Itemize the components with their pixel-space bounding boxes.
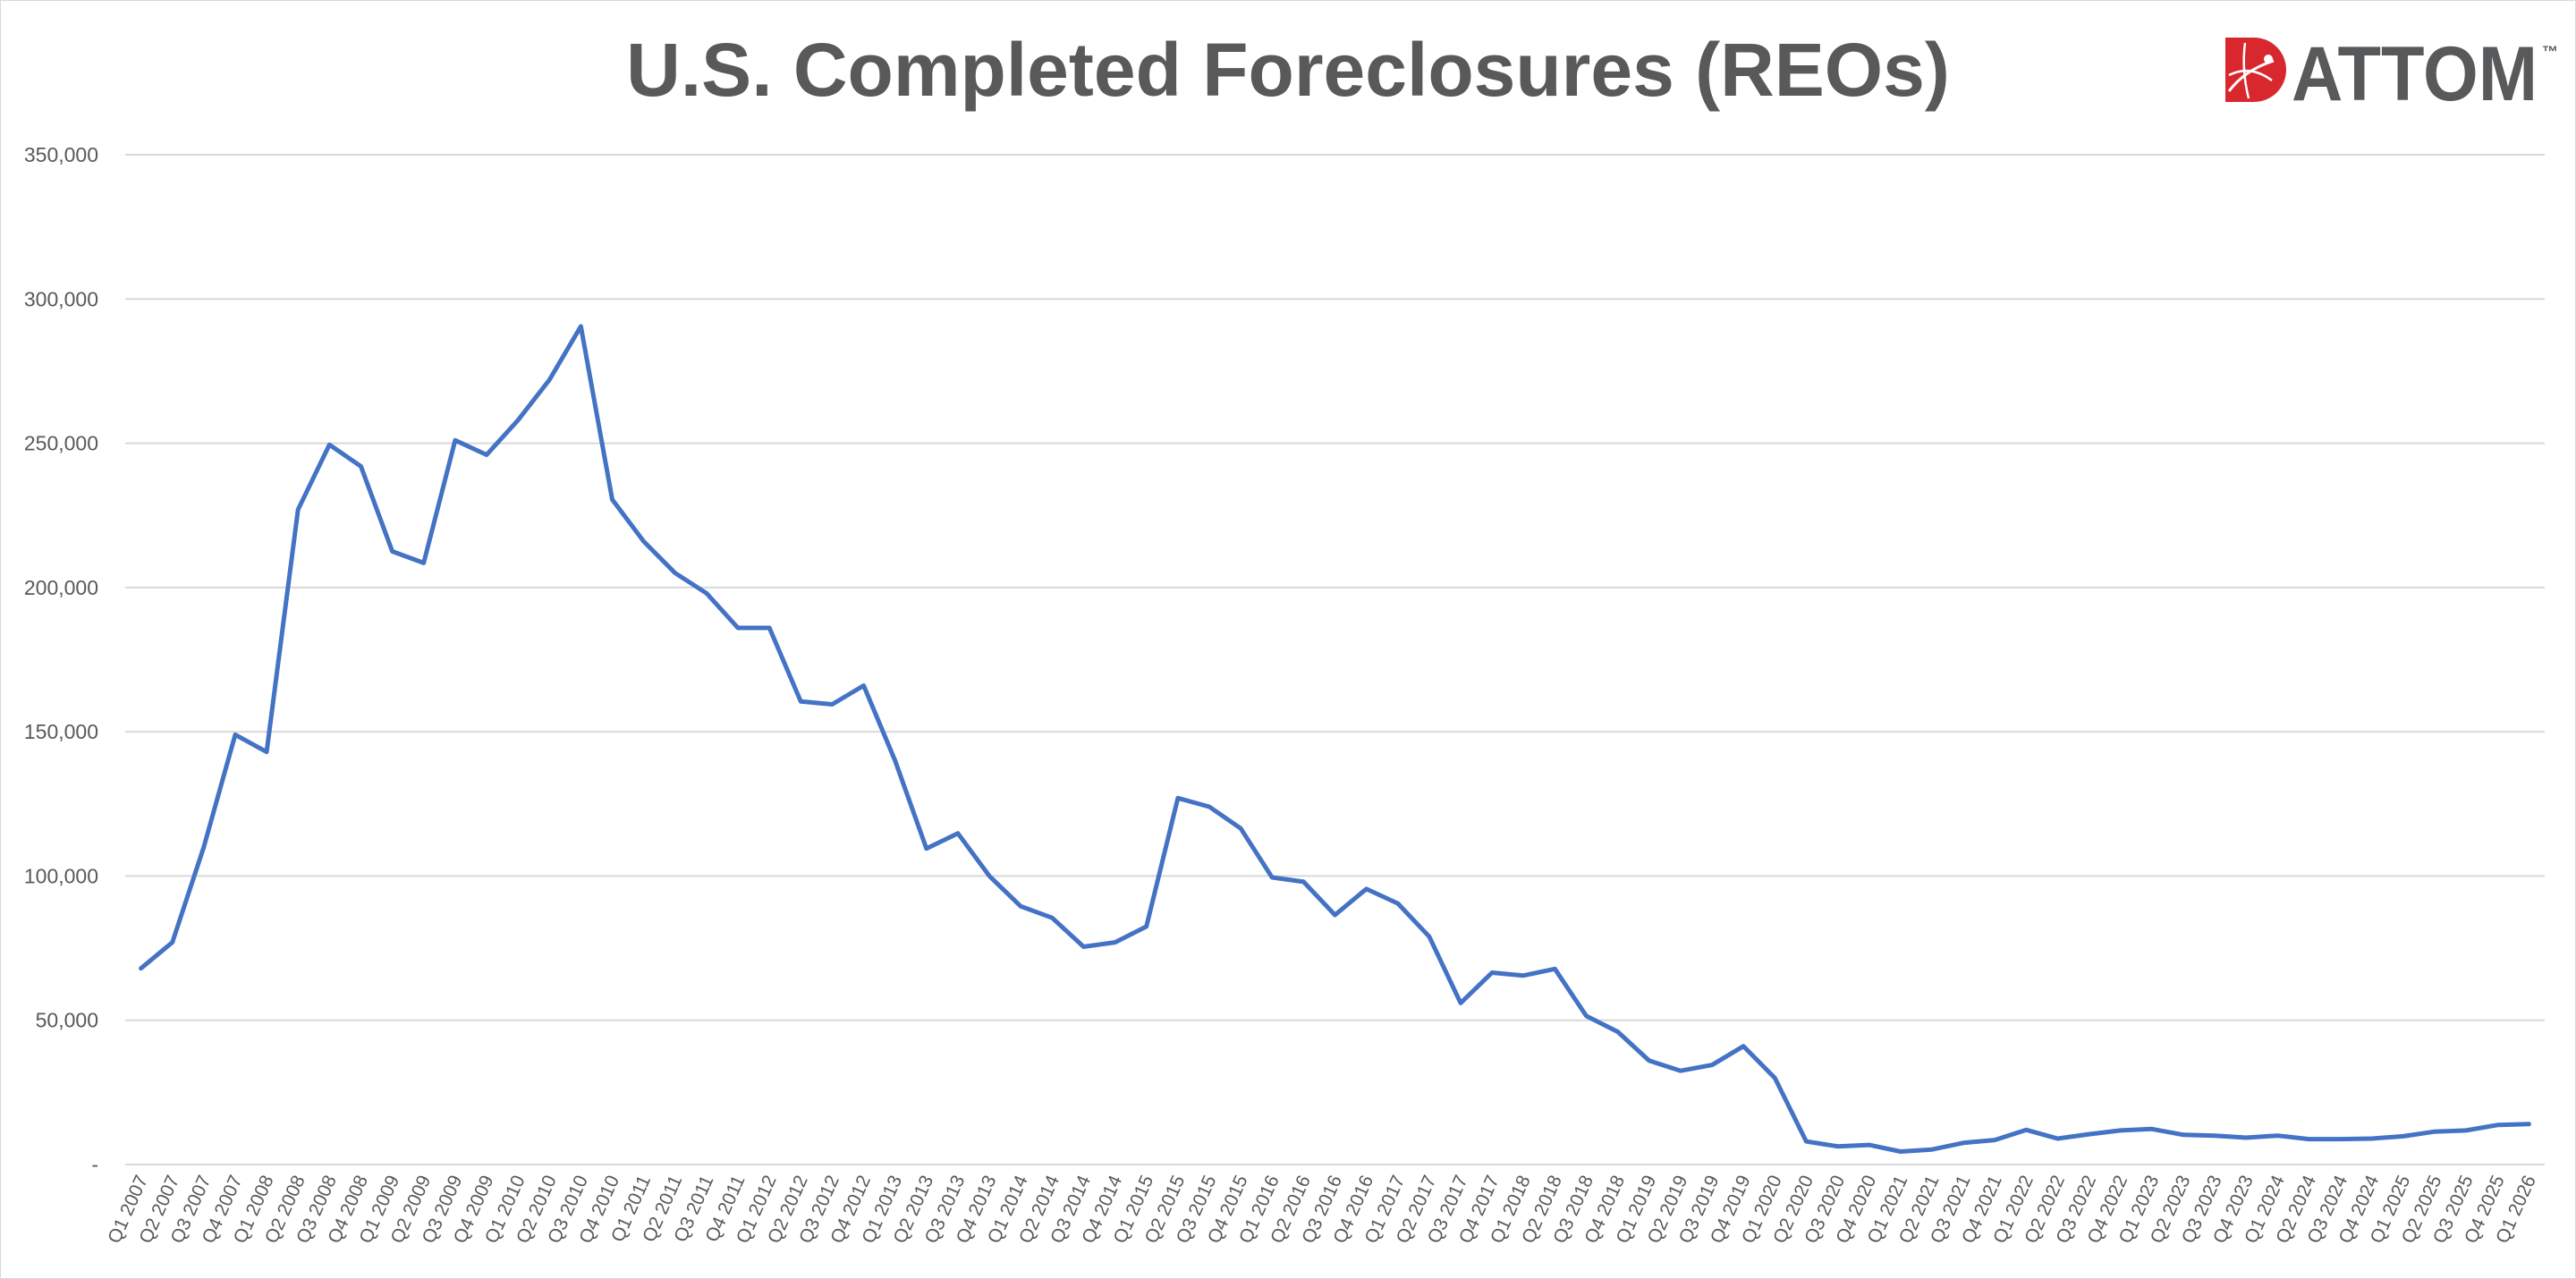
y-axis-ticks: - 50,000 100,000 150,000 200,000 250,000 300,0… [24,143,98,1176]
y-tick-label: 250,000 [24,432,98,455]
data-point [170,940,174,944]
data-point [579,324,583,328]
data-point [1395,902,1400,906]
data-point [1835,1144,1840,1148]
data-point [1239,826,1243,831]
data-point [1050,916,1055,920]
data-point [1427,935,1431,939]
data-point [2182,1132,2186,1137]
data-point [1929,1148,1934,1152]
data-point [1113,940,1117,944]
data-point [1898,1149,1902,1154]
data-point [1301,879,1306,884]
data-point [861,683,866,688]
gridlines [125,154,2545,1165]
svg-text:ATTOM: ATTOM [2292,34,2538,106]
data-point [1081,944,1086,949]
data-point [2527,1122,2531,1126]
data-point [139,966,143,970]
data-point [1710,1063,1715,1067]
data-point [736,626,741,631]
y-tick-label: - [91,1153,98,1176]
data-point [704,591,708,596]
data-point [1867,1143,1871,1148]
data-point [1490,970,1495,975]
data-point [2307,1137,2311,1141]
data-point [516,418,521,422]
chart-title: U.S. Completed Foreclosures (REOs) [626,28,1950,112]
data-point [453,438,457,443]
data-point [484,453,488,457]
data-point [201,845,206,850]
data-point [2464,1128,2469,1132]
data-point [1144,924,1148,928]
data-point [799,699,803,704]
data-point [893,758,897,763]
data-point [1993,1138,1997,1142]
data-point [924,846,928,851]
data-point [2055,1136,2060,1140]
data-point [1521,973,1526,978]
series-layer [139,324,2531,1154]
y-tick-label: 100,000 [24,864,98,887]
data-point [547,377,552,382]
data-point [1270,876,1275,880]
data-point [673,571,677,575]
y-tick-label: 350,000 [24,143,98,166]
data-point [641,539,646,544]
data-point [1647,1058,1651,1063]
data-point [390,549,394,554]
data-point [1962,1140,1966,1145]
data-point [610,497,614,502]
data-point [265,750,269,754]
data-point [2275,1133,2280,1138]
data-point [1333,912,1337,917]
data-point [2024,1128,2029,1132]
data-point [2118,1128,2123,1132]
data-point [359,464,363,469]
data-point [1584,1013,1589,1018]
attom-logo: ATTOM ™ [2225,34,2558,106]
y-tick-label: 50,000 [36,1009,98,1032]
data-point [233,733,237,737]
attom-globe-icon [2225,38,2286,102]
series-line-0 [139,324,2531,1154]
data-point [1678,1069,1682,1073]
svg-text:™: ™ [2542,43,2558,61]
data-point [767,626,772,631]
data-point [2433,1130,2437,1134]
data-point [1553,967,1557,971]
data-point [2244,1136,2249,1140]
data-point [2213,1133,2217,1138]
y-tick-label: 200,000 [24,576,98,599]
data-point [1019,904,1023,909]
data-point [955,831,960,835]
data-point [987,874,992,878]
data-point [1175,796,1180,800]
data-point [2496,1122,2500,1127]
data-point [1615,1029,1620,1034]
data-point [1459,1001,1463,1005]
y-tick-label: 300,000 [24,287,98,310]
data-point [327,443,332,447]
data-point [2369,1136,2374,1140]
data-point [2087,1132,2091,1137]
data-point [1364,886,1368,891]
data-point [1207,805,1211,809]
data-point [421,561,426,565]
data-point [296,507,301,512]
data-point [1804,1139,1809,1144]
data-point [2149,1127,2154,1131]
data-point [830,702,835,707]
data-point [1741,1044,1746,1048]
data-point [1773,1076,1777,1080]
data-point [2401,1134,2405,1139]
y-tick-label: 150,000 [24,720,98,743]
data-point [2338,1137,2343,1141]
